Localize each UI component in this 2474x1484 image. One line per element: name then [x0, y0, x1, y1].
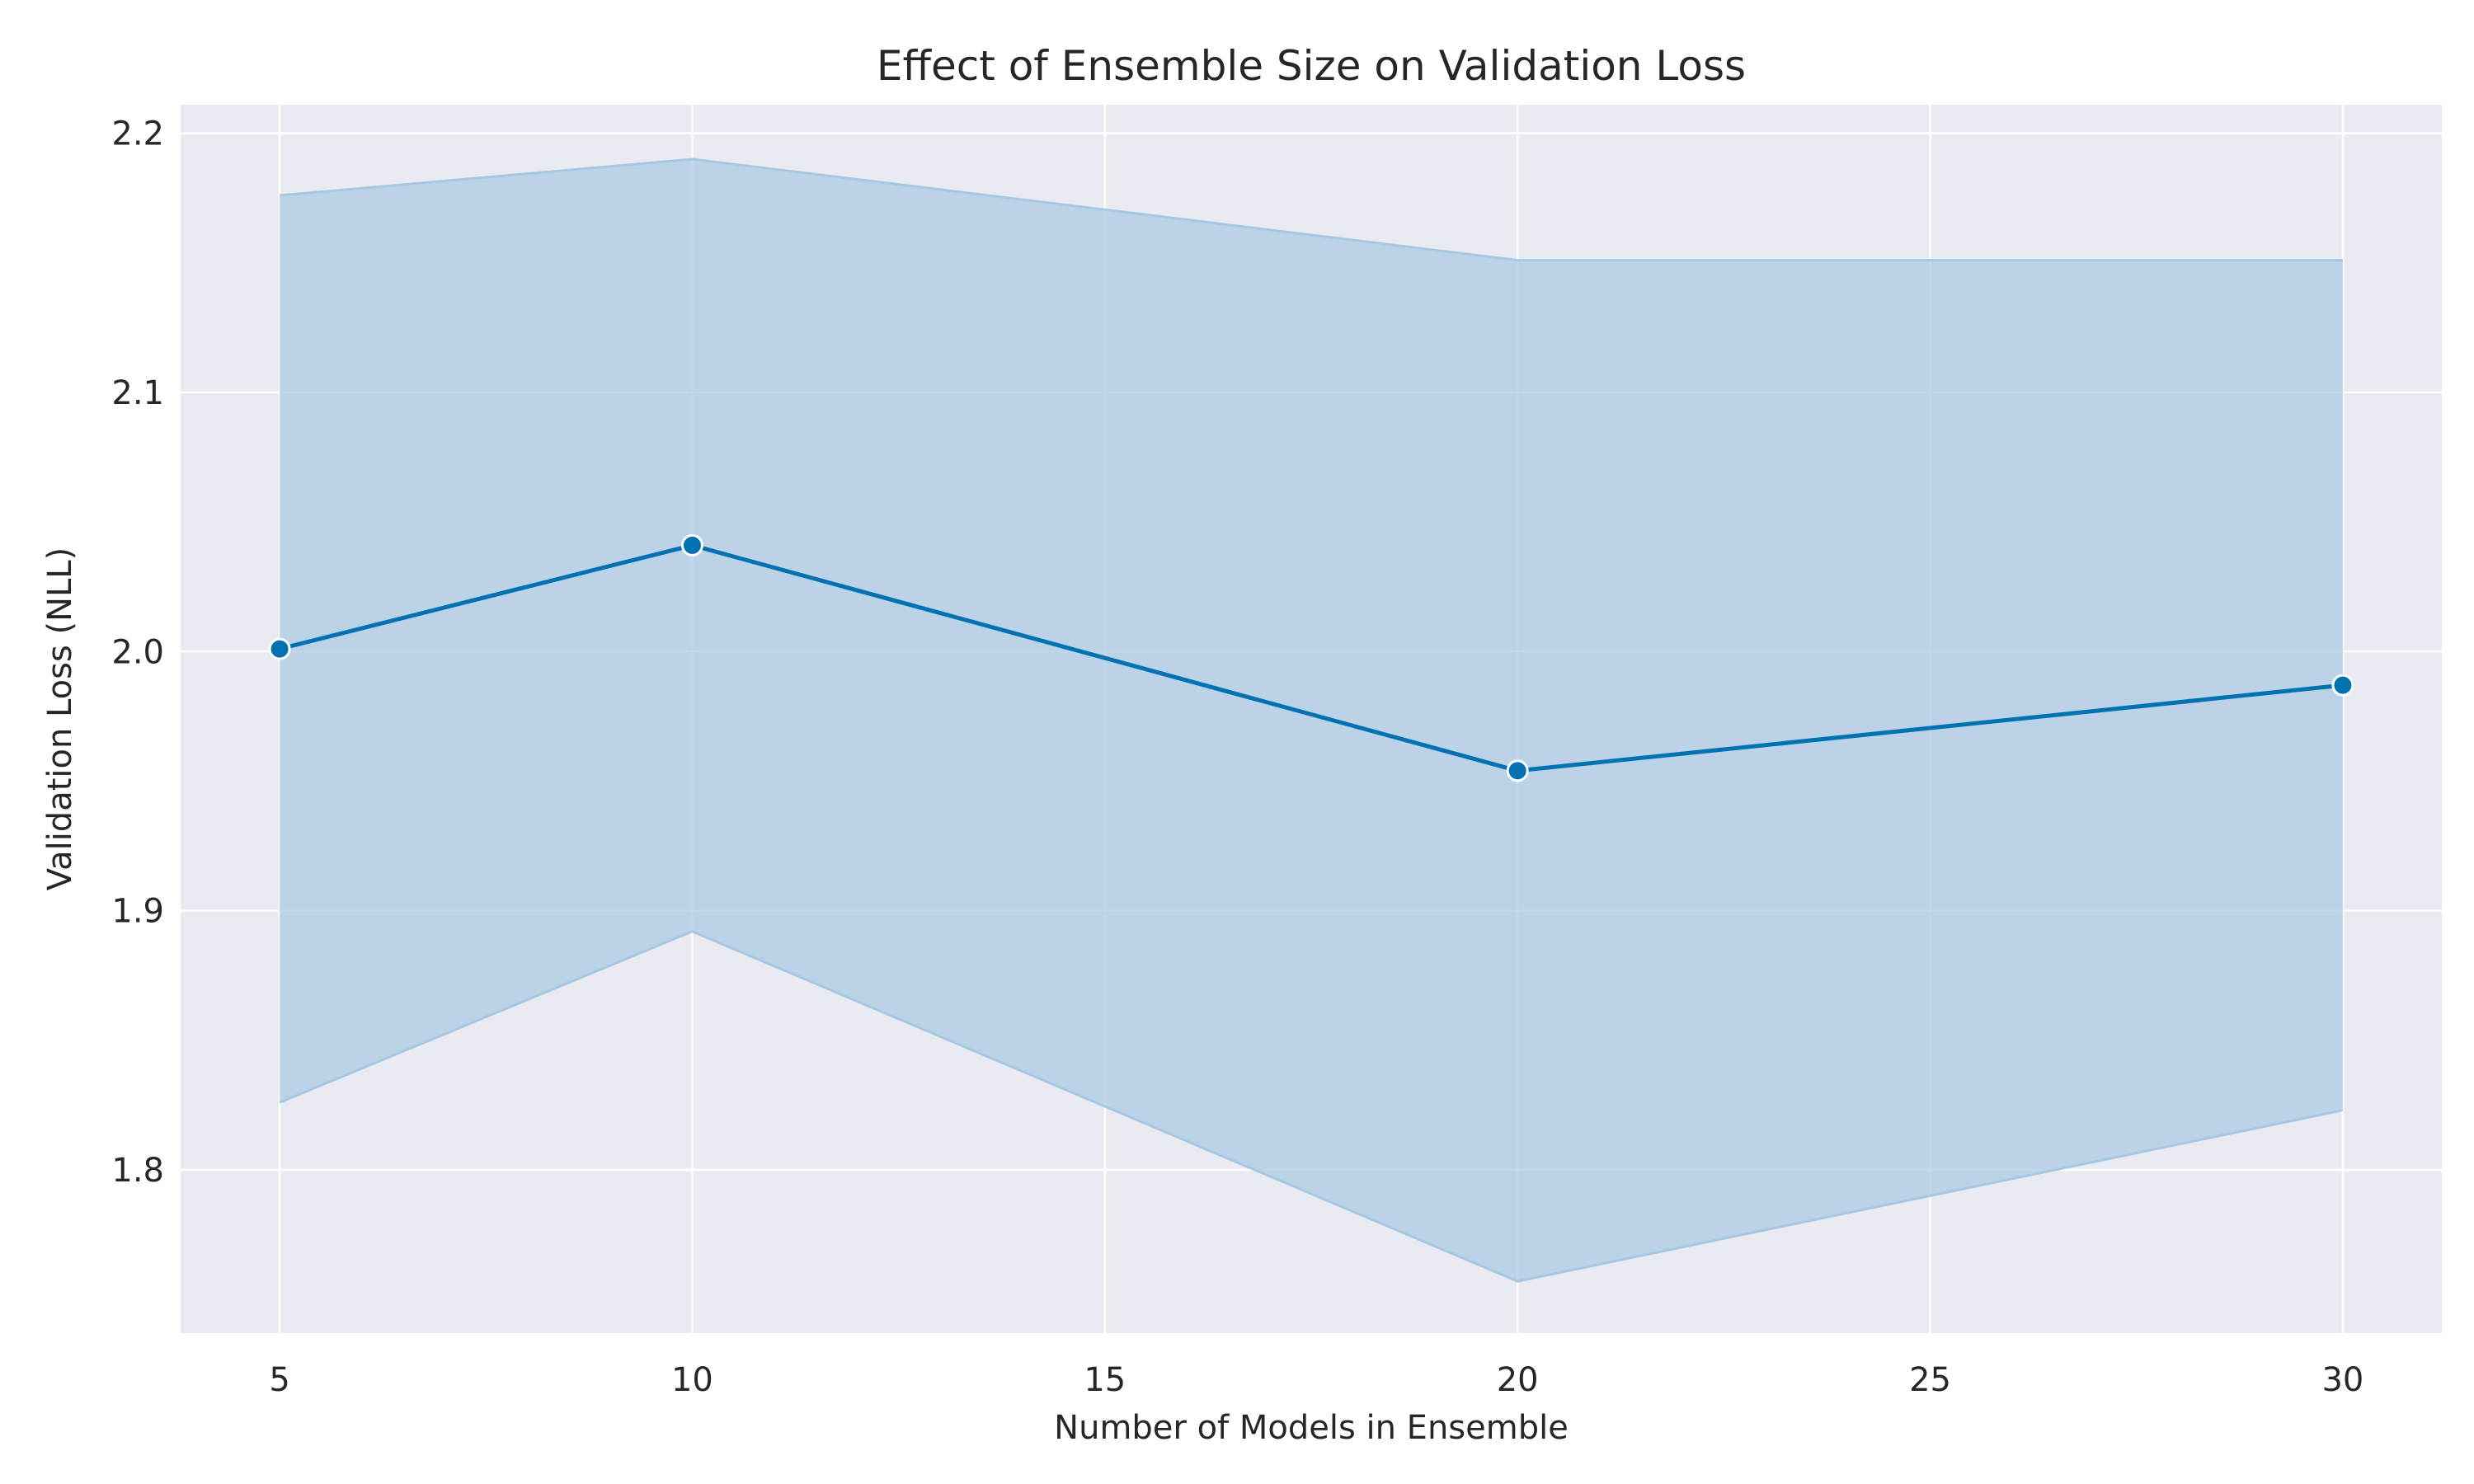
confidence-band-upper-edge	[279, 157, 2343, 262]
chart-title: Effect of Ensemble Size on Validation Lo…	[877, 42, 1746, 90]
data-point-3	[2331, 674, 2354, 697]
x-tick-label-4: 25	[1909, 1361, 1951, 1399]
series-line	[279, 542, 2344, 773]
x-tick-label-3: 20	[1497, 1361, 1539, 1399]
x-tick-labels: 5 10 15 20 25 30	[269, 1361, 2363, 1399]
x-axis-label: Number of Models in Ensemble	[1054, 1409, 1569, 1447]
y-tick-labels: 1.8 1.9 2.0 2.1 2.2	[111, 115, 164, 1190]
data-points	[268, 533, 2354, 782]
confidence-band-lower-edge	[279, 930, 2344, 1283]
x-tick-label-1: 10	[671, 1361, 713, 1399]
confidence-band	[280, 159, 2343, 1282]
y-axis-label: Validation Loss (NLL)	[41, 547, 79, 890]
data-point-0	[268, 637, 291, 660]
y-tick-label-1: 1.9	[111, 893, 164, 931]
x-tick-label-5: 30	[2321, 1361, 2363, 1399]
data-point-1	[680, 533, 703, 556]
y-tick-label-2: 2.0	[111, 633, 164, 671]
x-tick-label-0: 5	[269, 1361, 289, 1399]
x-tick-label-2: 15	[1084, 1361, 1126, 1399]
data-point-2	[1506, 759, 1529, 782]
y-tick-label-3: 2.1	[111, 374, 164, 412]
y-tick-label-4: 2.2	[111, 115, 164, 153]
y-tick-label-0: 1.8	[111, 1152, 164, 1190]
